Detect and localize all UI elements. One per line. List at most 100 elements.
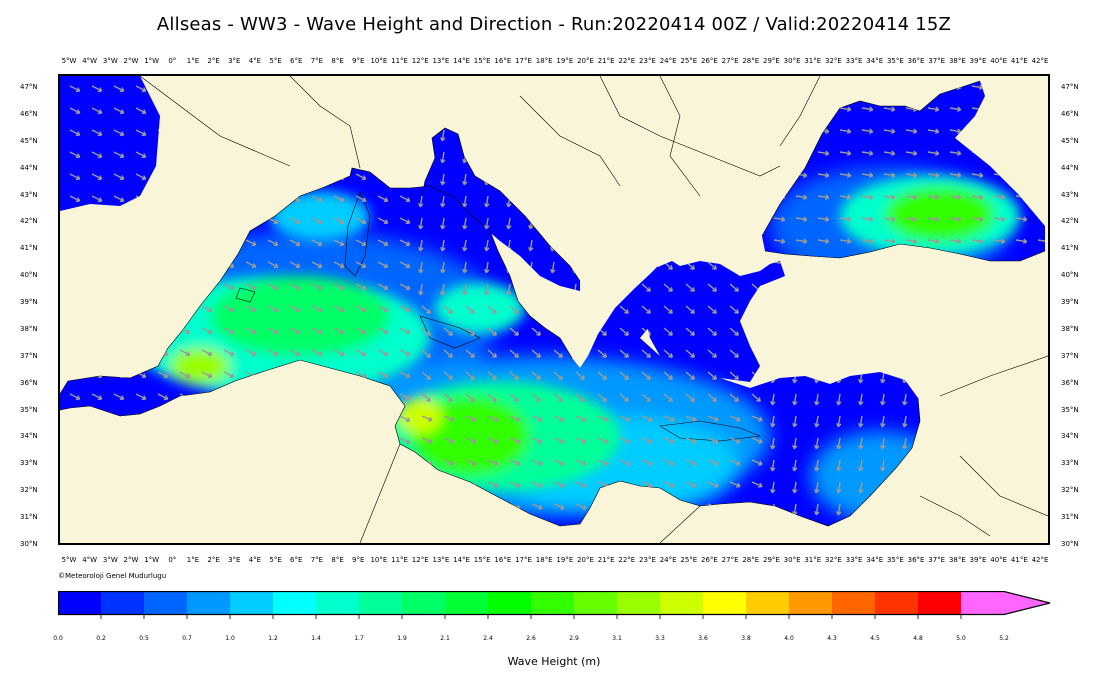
longitude-label: 3°W: [102, 57, 118, 65]
direction-arrow: [1015, 238, 1028, 244]
direction-arrow: [113, 173, 125, 181]
longitude-label: 7°E: [310, 556, 324, 564]
direction-arrow: [333, 283, 345, 291]
direction-arrow: [927, 172, 940, 178]
direction-arrow: [509, 393, 519, 402]
latitude-label: 35°N: [20, 405, 38, 414]
longitude-label: 19°E: [556, 556, 574, 564]
longitude-label: 37°E: [928, 556, 946, 564]
direction-arrow: [509, 437, 521, 444]
direction-arrow: [663, 283, 673, 292]
longitude-label: 15°E: [473, 556, 491, 564]
direction-arrow: [289, 283, 301, 291]
longitude-label: 10°E: [370, 556, 388, 564]
latitude-label: 38°N: [20, 324, 38, 333]
direction-arrow: [509, 481, 521, 488]
direction-arrow: [619, 349, 629, 358]
direction-arrow: [355, 327, 367, 335]
colorbar-label: 4.5: [870, 635, 880, 642]
colorbar-segment: [660, 591, 703, 615]
direction-arrow: [836, 437, 842, 450]
direction-arrow: [814, 393, 820, 406]
direction-arrow: [839, 216, 852, 222]
longitude-label: 24°E: [659, 556, 677, 564]
direction-arrow: [553, 393, 563, 402]
direction-arrow: [91, 195, 103, 203]
direction-arrow: [531, 481, 543, 488]
direction-arrow: [440, 217, 446, 230]
longitude-label: 1°W: [144, 556, 160, 564]
direction-arrow: [113, 195, 125, 203]
direction-arrow: [531, 437, 543, 444]
direction-arrow: [553, 371, 563, 380]
colorbar-label: 1.0: [225, 635, 235, 642]
longitude-label: 1°E: [186, 556, 200, 564]
direction-arrow: [836, 503, 842, 516]
direction-arrow: [421, 371, 431, 380]
colorbar-label: 4.0: [784, 635, 794, 642]
longitude-label: 21°E: [597, 57, 615, 65]
direction-arrow: [836, 415, 842, 428]
latitude-label: 45°N: [20, 136, 38, 145]
direction-arrow: [663, 305, 673, 314]
direction-arrow: [223, 327, 235, 335]
direction-arrow: [289, 261, 301, 269]
latitude-label: 43°N: [1061, 190, 1079, 199]
latitude-label: 46°N: [20, 109, 38, 118]
direction-arrow: [91, 107, 103, 115]
direction-arrow: [949, 106, 962, 112]
colorbar-segment: [832, 591, 875, 615]
longitude-label: 31°E: [804, 57, 822, 65]
longitude-label: 26°E: [701, 556, 718, 564]
direction-arrow: [443, 393, 453, 402]
direction-arrow: [795, 194, 808, 200]
direction-arrow: [487, 437, 499, 444]
direction-arrow: [927, 216, 940, 222]
direction-arrow: [905, 172, 918, 178]
direction-arrow: [377, 327, 389, 335]
direction-arrow: [839, 238, 852, 244]
direction-arrow: [770, 481, 776, 494]
colorbar-segment: [961, 591, 1050, 615]
longitude-label: 41°E: [1010, 57, 1028, 65]
direction-arrow: [949, 194, 962, 200]
direction-arrow: [399, 283, 411, 291]
direction-arrow: [707, 371, 717, 380]
direction-arrow: [355, 217, 367, 225]
longitude-label: 33°E: [845, 556, 863, 564]
longitude-label: 12°E: [411, 57, 429, 65]
longitude-label: 37°E: [928, 57, 946, 65]
direction-arrow: [245, 239, 257, 247]
direction-arrow: [858, 393, 864, 406]
direction-arrow: [465, 437, 477, 444]
direction-arrow: [377, 283, 389, 291]
direction-arrow: [440, 129, 446, 142]
direction-arrow: [949, 238, 962, 244]
direction-arrow: [531, 371, 541, 380]
direction-arrow: [377, 349, 389, 357]
direction-arrow: [465, 305, 475, 314]
direction-arrow: [421, 415, 433, 422]
direction-arrow: [619, 459, 631, 466]
longitude-label: 26°E: [701, 57, 718, 65]
direction-arrow: [399, 393, 411, 401]
direction-arrow: [927, 128, 940, 134]
direction-arrow: [399, 261, 411, 269]
longitude-label: 1°W: [144, 57, 160, 65]
direction-arrow: [465, 327, 475, 336]
direction-arrow: [201, 349, 213, 357]
direction-arrow: [531, 415, 543, 422]
direction-arrow: [597, 415, 609, 422]
longitude-label: 17°E: [515, 57, 532, 65]
direction-arrow: [861, 216, 874, 222]
longitude-label: 39°E: [969, 57, 987, 65]
longitude-label: 36°E: [907, 556, 925, 564]
direction-arrow: [333, 217, 345, 225]
direction-arrow: [377, 371, 389, 379]
direction-arrow: [880, 437, 886, 450]
direction-arrow: [509, 371, 519, 380]
longitude-label: 6°E: [290, 57, 303, 65]
direction-arrow: [333, 261, 345, 269]
direction-arrow: [707, 393, 717, 402]
direction-arrow: [553, 437, 565, 444]
